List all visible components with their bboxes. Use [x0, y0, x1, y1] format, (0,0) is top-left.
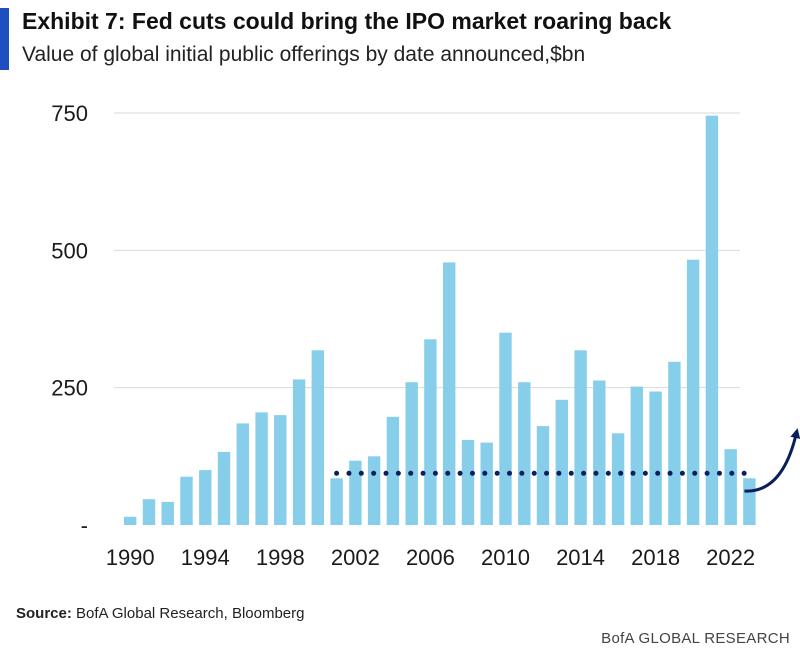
chart-subtitle: Value of global initial public offerings… [22, 43, 586, 66]
y-tick-label: - [81, 513, 88, 538]
bar-2016 [611, 433, 625, 525]
upward-arrow-icon [744, 428, 800, 493]
bar-2020 [686, 259, 700, 525]
bar-1992 [161, 501, 174, 525]
bar-1999 [292, 379, 306, 525]
bar-2018 [649, 391, 662, 525]
bar-1998 [274, 415, 287, 525]
bar-2002 [349, 460, 362, 525]
accent-bar [0, 8, 9, 70]
bar-1997 [255, 412, 268, 525]
source-note: Source: BofA Global Research, Bloomberg [16, 605, 305, 622]
bar-2001 [330, 478, 343, 525]
x-tick-label: 2022 [706, 545, 755, 570]
x-tick-label: 2018 [631, 545, 680, 570]
source-text: BofA Global Research, Bloomberg [76, 605, 305, 622]
bar-1996 [236, 423, 249, 525]
bar-2015 [593, 380, 606, 525]
source-label: Source: [16, 605, 72, 622]
bar-1994 [199, 470, 212, 525]
bar-1993 [180, 476, 193, 525]
x-tick-label: 2014 [556, 545, 605, 570]
bar-2012 [536, 426, 550, 525]
y-tick-label: 500 [51, 238, 88, 263]
bar-1995 [217, 451, 231, 525]
x-tick-label: 1990 [106, 545, 155, 570]
bar-1991 [142, 499, 156, 525]
bar-2004 [386, 416, 400, 525]
x-tick-label: 2010 [481, 545, 530, 570]
bar-2000 [311, 350, 324, 525]
x-tick-label: 2006 [406, 545, 455, 570]
chart-title: Exhibit 7: Fed cuts could bring the IPO … [22, 8, 672, 34]
bar-2019 [668, 361, 681, 525]
y-tick-label: 750 [51, 101, 88, 126]
bar-2007 [443, 262, 456, 525]
bar-2014 [574, 350, 587, 525]
bar-1990 [124, 516, 137, 525]
bar-2017 [630, 386, 643, 525]
bar-2011 [518, 382, 531, 525]
bar-2005 [405, 382, 418, 525]
bar-2021 [705, 115, 719, 525]
x-tick-label: 1994 [181, 545, 230, 570]
bar-2022 [724, 449, 737, 525]
bar-2006 [424, 339, 437, 525]
bar-2023 [743, 478, 756, 525]
bar-2010 [499, 332, 512, 525]
bar-2008 [461, 439, 475, 525]
bar-2003 [367, 456, 381, 525]
bar-2013 [555, 399, 568, 525]
x-tick-label: 1998 [256, 545, 305, 570]
brand-label: BofA GLOBAL RESEARCH [601, 630, 790, 647]
y-tick-label: 250 [51, 376, 88, 401]
x-tick-label: 2002 [331, 545, 380, 570]
bar-2009 [480, 442, 493, 525]
